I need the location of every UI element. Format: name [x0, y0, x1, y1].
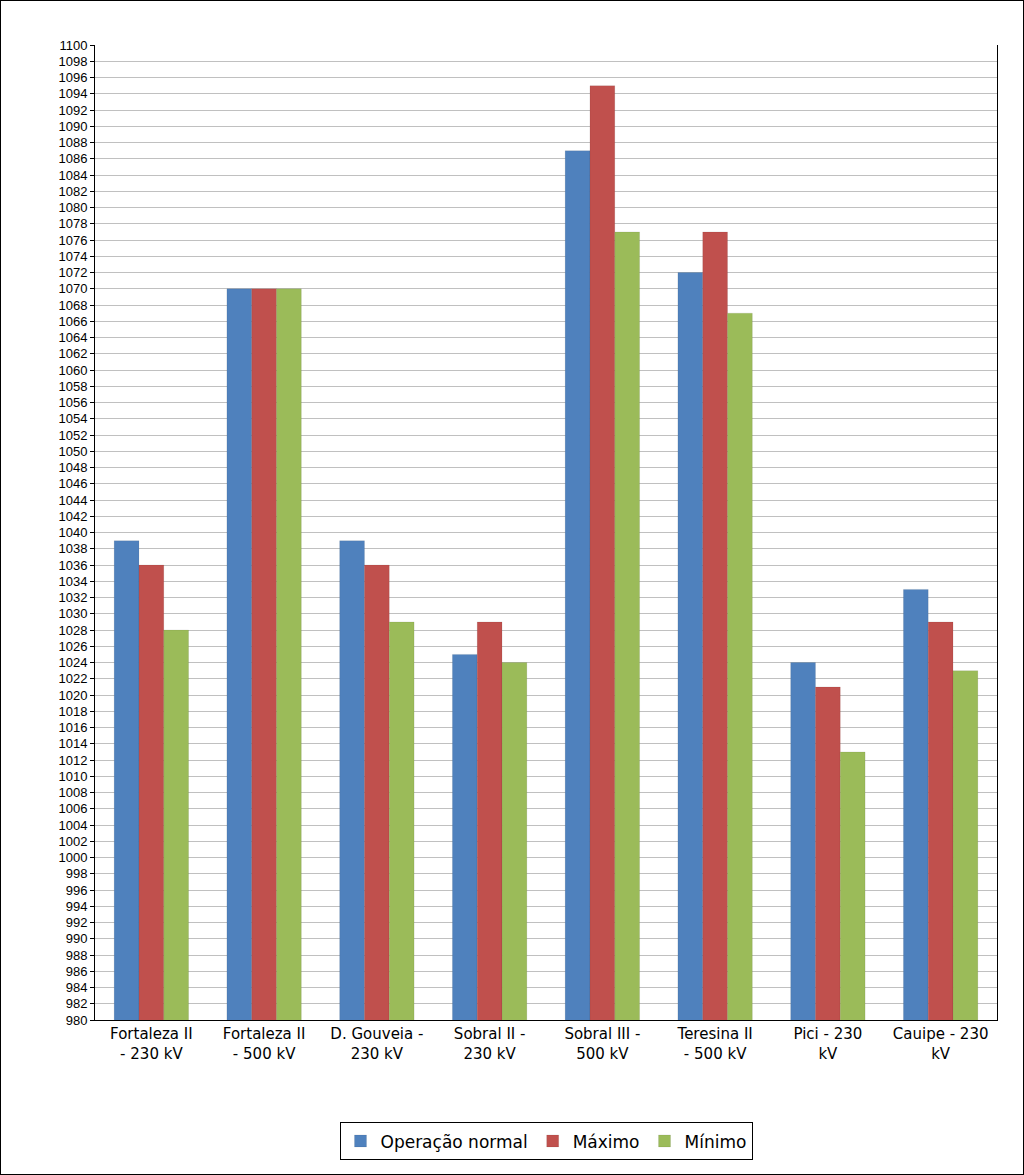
svg-text:1032: 1032 — [58, 590, 87, 605]
svg-text:1056: 1056 — [58, 395, 87, 410]
svg-text:1022: 1022 — [58, 671, 87, 686]
svg-text:1038: 1038 — [58, 541, 87, 556]
svg-text:1046: 1046 — [58, 476, 87, 491]
svg-text:1078: 1078 — [58, 216, 87, 231]
svg-text:1026: 1026 — [58, 639, 87, 654]
svg-text:1098: 1098 — [58, 54, 87, 69]
svg-text:1008: 1008 — [58, 785, 87, 800]
svg-text:1036: 1036 — [58, 558, 87, 573]
svg-text:1064: 1064 — [58, 330, 87, 345]
svg-text:1066: 1066 — [58, 314, 87, 329]
svg-text:996: 996 — [66, 883, 88, 898]
svg-text:Pici - 230kV: Pici - 230kV — [793, 1025, 862, 1063]
svg-text:1070: 1070 — [58, 281, 87, 296]
svg-text:1018: 1018 — [58, 704, 87, 719]
svg-text:1060: 1060 — [58, 363, 87, 378]
svg-text:994: 994 — [66, 899, 88, 914]
svg-text:Teresina II- 500 kV: Teresina II- 500 kV — [677, 1025, 753, 1063]
svg-text:1002: 1002 — [58, 834, 87, 849]
svg-text:1054: 1054 — [58, 411, 87, 426]
svg-text:1092: 1092 — [58, 103, 87, 118]
svg-text:1086: 1086 — [58, 151, 87, 166]
svg-text:980: 980 — [66, 1013, 88, 1028]
svg-text:982: 982 — [66, 996, 88, 1011]
svg-text:1050: 1050 — [58, 444, 87, 459]
svg-text:1024: 1024 — [58, 655, 87, 670]
svg-text:1058: 1058 — [58, 379, 87, 394]
svg-text:Fortaleza II- 500 kV: Fortaleza II- 500 kV — [223, 1025, 306, 1063]
svg-text:1016: 1016 — [58, 720, 87, 735]
svg-text:1082: 1082 — [58, 184, 87, 199]
svg-text:1004: 1004 — [58, 818, 87, 833]
svg-text:Operação normal: Operação normal — [381, 1132, 528, 1152]
svg-text:1040: 1040 — [58, 525, 87, 540]
svg-text:1020: 1020 — [58, 688, 87, 703]
svg-text:1072: 1072 — [58, 265, 87, 280]
svg-text:1042: 1042 — [58, 509, 87, 524]
svg-text:Máximo: Máximo — [573, 1132, 640, 1152]
svg-text:1028: 1028 — [58, 623, 87, 638]
svg-text:1080: 1080 — [58, 200, 87, 215]
svg-text:1034: 1034 — [58, 574, 87, 589]
svg-text:Sobral II -230 kV: Sobral II -230 kV — [454, 1025, 526, 1063]
svg-text:Cauipe - 230kV: Cauipe - 230kV — [893, 1025, 989, 1063]
svg-text:1068: 1068 — [58, 298, 87, 313]
svg-text:1052: 1052 — [58, 428, 87, 443]
svg-text:1048: 1048 — [58, 460, 87, 475]
svg-text:1014: 1014 — [58, 736, 87, 751]
svg-text:1044: 1044 — [58, 493, 87, 508]
svg-text:Mínimo: Mínimo — [685, 1132, 747, 1152]
svg-text:992: 992 — [66, 915, 88, 930]
svg-text:1062: 1062 — [58, 346, 87, 361]
svg-text:1000: 1000 — [58, 850, 87, 865]
svg-text:984: 984 — [66, 980, 88, 995]
svg-text:Fortaleza II- 230 kV: Fortaleza II- 230 kV — [110, 1025, 193, 1063]
svg-text:986: 986 — [66, 964, 88, 979]
svg-text:990: 990 — [66, 931, 88, 946]
svg-text:1076: 1076 — [58, 233, 87, 248]
svg-text:998: 998 — [66, 866, 88, 881]
svg-text:D. Gouveia -230 kV: D. Gouveia -230 kV — [330, 1025, 423, 1063]
svg-text:Sobral III -500 kV: Sobral III -500 kV — [564, 1025, 640, 1063]
svg-text:1094: 1094 — [58, 86, 87, 101]
svg-text:1010: 1010 — [58, 769, 87, 784]
svg-text:1006: 1006 — [58, 801, 87, 816]
svg-text:1012: 1012 — [58, 753, 87, 768]
svg-text:1030: 1030 — [58, 606, 87, 621]
svg-text:988: 988 — [66, 948, 88, 963]
svg-text:1088: 1088 — [58, 135, 87, 150]
svg-text:1090: 1090 — [58, 119, 87, 134]
svg-text:1074: 1074 — [58, 249, 87, 264]
svg-text:1100: 1100 — [59, 38, 87, 53]
svg-text:1096: 1096 — [58, 70, 87, 85]
svg-text:1084: 1084 — [58, 168, 87, 183]
